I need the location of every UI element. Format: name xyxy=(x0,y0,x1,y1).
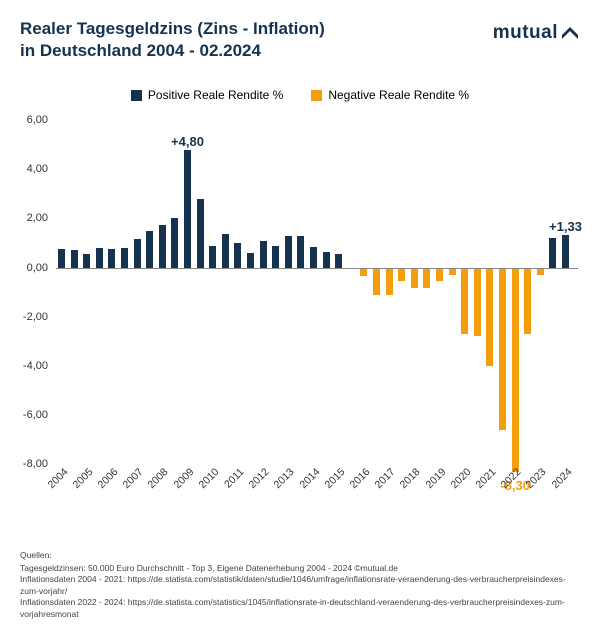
bar xyxy=(398,268,405,282)
bar xyxy=(197,199,204,268)
bar xyxy=(524,268,531,334)
bar xyxy=(58,249,65,267)
brand-logo: mutual xyxy=(493,18,580,44)
x-tick-label: 2021 xyxy=(473,466,498,491)
bar xyxy=(285,236,292,268)
source-line: Inflationsdaten 2004 - 2021: https://de.… xyxy=(20,574,580,597)
annotation: +4,80 xyxy=(171,134,204,149)
bar xyxy=(335,254,342,268)
x-tick-label: 2022 xyxy=(499,466,524,491)
x-tick-label: 2008 xyxy=(146,466,171,491)
x-tick-label: 2010 xyxy=(196,466,221,491)
sources: Quellen: Tagesgeldzinsen: 50.000 Euro Du… xyxy=(20,550,580,620)
title-line-2: in Deutschland 2004 - 02.2024 xyxy=(20,40,493,62)
bar xyxy=(461,268,468,334)
x-tick-label: 2004 xyxy=(45,466,70,491)
bar xyxy=(222,234,229,267)
bar xyxy=(310,247,317,268)
legend-swatch xyxy=(131,90,142,101)
y-tick-label: -8,00 xyxy=(16,458,48,470)
x-tick-label: 2017 xyxy=(373,466,398,491)
annotation: +1,33 xyxy=(549,219,582,234)
bar xyxy=(96,248,103,268)
y-tick-label: 2,00 xyxy=(16,212,48,224)
bar xyxy=(121,248,128,268)
x-tick-label: 2014 xyxy=(297,466,322,491)
y-tick-label: -2,00 xyxy=(16,311,48,323)
x-tick-label: 2012 xyxy=(247,466,272,491)
legend-label: Positive Reale Rendite % xyxy=(148,88,283,102)
x-tick-label: 2011 xyxy=(222,466,246,490)
bar xyxy=(436,268,443,282)
x-tick-label: 2016 xyxy=(347,466,372,491)
x-tick-label: 2015 xyxy=(322,466,347,491)
bar xyxy=(146,231,153,268)
x-tick-label: 2006 xyxy=(95,466,120,491)
bar xyxy=(108,249,115,267)
y-tick-label: 6,00 xyxy=(16,114,48,126)
y-tick-label: 4,00 xyxy=(16,163,48,175)
bar xyxy=(423,268,430,289)
bar xyxy=(323,252,330,268)
bar xyxy=(562,235,569,268)
chart: -8,00-6,00-4,00-2,000,002,004,006,00 +4,… xyxy=(16,120,584,500)
sources-title: Quellen: xyxy=(20,550,580,561)
bar xyxy=(272,246,279,268)
bar xyxy=(247,253,254,268)
legend-item: Negative Reale Rendite % xyxy=(311,88,469,102)
legend-swatch xyxy=(311,90,322,101)
header: Realer Tagesgeldzins (Zins - Inflation) … xyxy=(0,0,600,62)
bar xyxy=(234,243,241,268)
bar xyxy=(134,239,141,267)
bar xyxy=(71,250,78,267)
x-tick-label: 2024 xyxy=(549,466,574,491)
bars-layer: +4,80-8,30+1,33 xyxy=(56,120,578,464)
bar xyxy=(486,268,493,366)
y-tick-label: -4,00 xyxy=(16,360,48,372)
bar xyxy=(159,225,166,268)
bar xyxy=(512,268,519,472)
x-tick-label: 2007 xyxy=(121,466,146,491)
legend: Positive Reale Rendite % Negative Reale R… xyxy=(0,88,600,102)
bar xyxy=(537,268,544,275)
y-tick-label: 0,00 xyxy=(16,262,48,274)
source-line: Tagesgeldzinsen: 50.000 Euro Durchschnit… xyxy=(20,563,580,574)
bar xyxy=(184,150,191,268)
title-line-1: Realer Tagesgeldzins (Zins - Inflation) xyxy=(20,18,493,40)
legend-item: Positive Reale Rendite % xyxy=(131,88,283,102)
brand-mark-icon xyxy=(560,25,580,41)
bar xyxy=(449,268,456,275)
sources-lines: Tagesgeldzinsen: 50.000 Euro Durchschnit… xyxy=(20,563,580,620)
bar xyxy=(260,241,267,268)
bar xyxy=(209,246,216,268)
x-axis: 2004200520062007200820092010201120122013… xyxy=(56,464,578,500)
x-tick-label: 2005 xyxy=(70,466,95,491)
bar xyxy=(297,236,304,268)
brand-text: mutual xyxy=(493,22,558,44)
zero-line xyxy=(56,268,578,269)
legend-label: Negative Reale Rendite % xyxy=(328,88,469,102)
bar xyxy=(83,254,90,268)
source-line: Inflationsdaten 2022 - 2024: https://de.… xyxy=(20,597,580,620)
x-tick-label: 2009 xyxy=(171,466,196,491)
bar xyxy=(549,238,556,267)
bar xyxy=(386,268,393,295)
bar xyxy=(360,268,367,277)
x-tick-label: 2020 xyxy=(448,466,473,491)
bar xyxy=(373,268,380,295)
plot-area: +4,80-8,30+1,33 xyxy=(56,120,578,464)
bar xyxy=(171,218,178,267)
y-tick-label: -6,00 xyxy=(16,409,48,421)
bar xyxy=(499,268,506,430)
x-tick-label: 2013 xyxy=(272,466,297,491)
bar xyxy=(411,268,418,289)
y-axis: -8,00-6,00-4,00-2,000,002,004,006,00 xyxy=(16,120,52,464)
x-tick-label: 2018 xyxy=(398,466,423,491)
x-tick-label: 2019 xyxy=(423,466,448,491)
title-block: Realer Tagesgeldzins (Zins - Inflation) … xyxy=(20,18,493,62)
x-tick-label: 2023 xyxy=(524,466,549,491)
bar xyxy=(474,268,481,337)
